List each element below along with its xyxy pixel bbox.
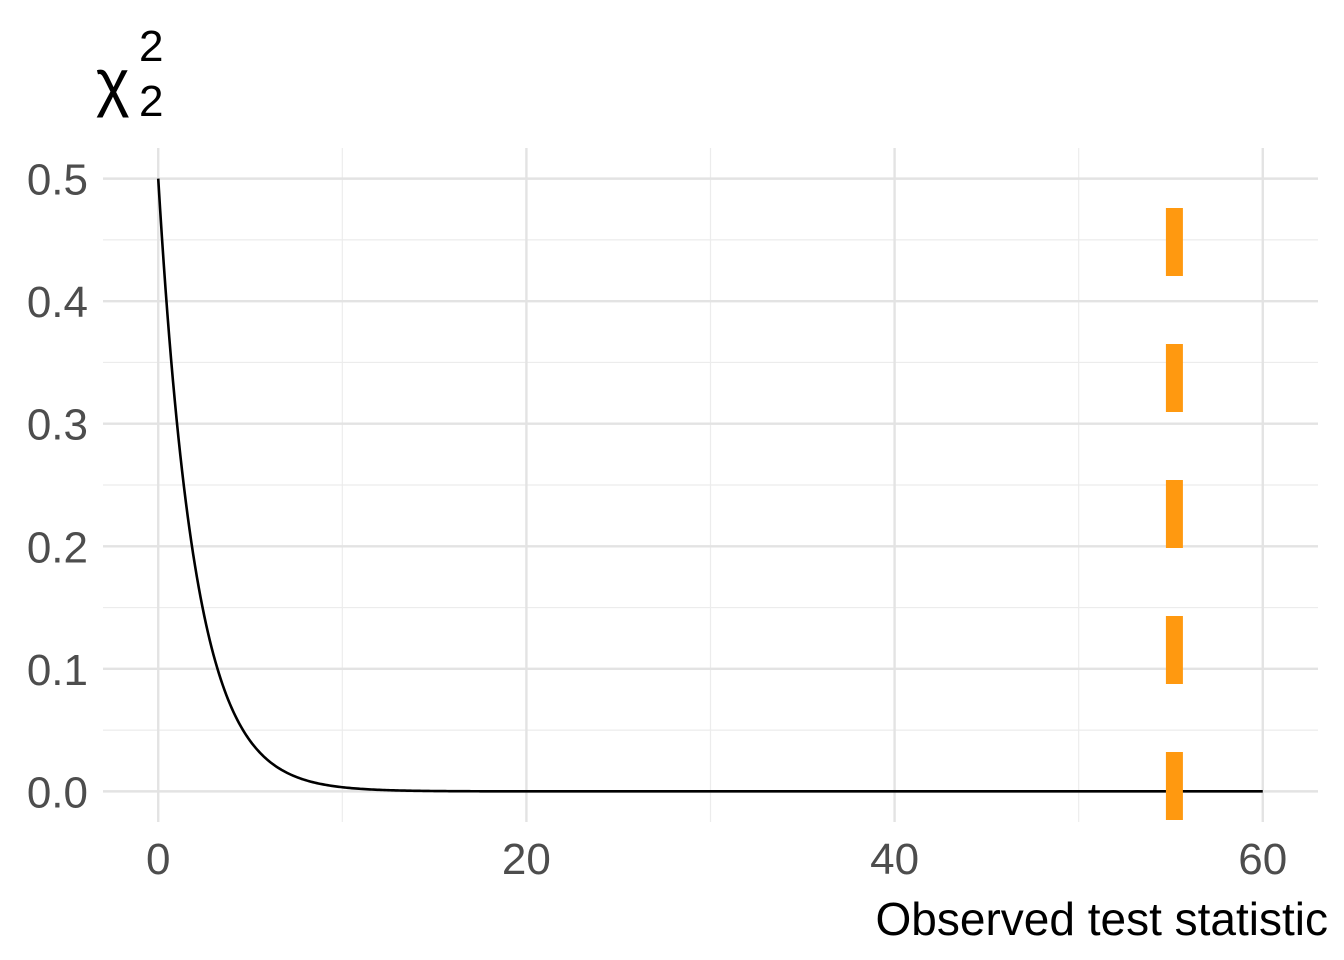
x-tick-label-0: 0 [146,835,170,884]
x-tick-label-20: 20 [502,835,551,884]
x-tick-label-40: 40 [870,835,919,884]
chart-title-subscript: 2 [139,77,163,126]
density-curve [156,178,1263,793]
chart-title-base: χ [96,46,130,118]
y-tick-label-0.5: 0.5 [27,156,88,205]
x-axis-title: Observed test statistic [876,893,1329,945]
y-tick-label-0.3: 0.3 [27,401,88,450]
y-tick-label-0.0: 0.0 [27,768,88,817]
x-tick-label-60: 60 [1238,835,1287,884]
y-tick-label-0.2: 0.2 [27,523,88,572]
y-axis-tick-labels: 0.0 0.1 0.2 0.3 0.4 0.5 [27,156,88,818]
minor-gridlines [103,148,1318,822]
x-axis-tick-labels: 0 20 40 60 [146,835,1287,884]
y-tick-label-0.4: 0.4 [27,278,88,327]
chart-title: χ 2 2 [96,22,163,126]
density-curve-layer [156,178,1263,793]
chart-title-superscript: 2 [139,22,163,71]
y-tick-label-0.1: 0.1 [27,646,88,695]
